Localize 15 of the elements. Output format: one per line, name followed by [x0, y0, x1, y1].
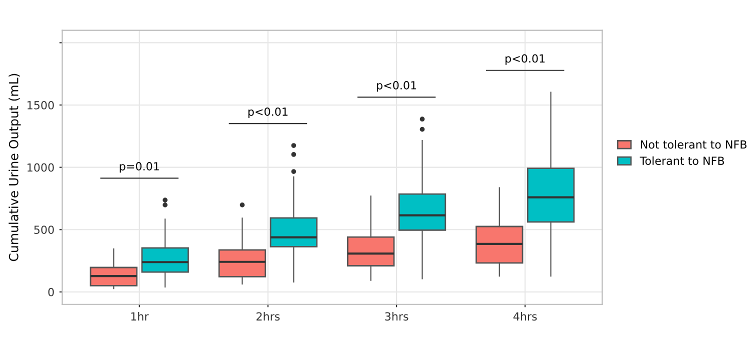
- legend-label: Tolerant to NFB: [640, 156, 724, 165]
- annotation: p<0.01: [248, 107, 288, 118]
- x-tick-label: 3hrs: [385, 312, 408, 321]
- annotation: p=0.01: [120, 162, 159, 173]
- legend-label: Not tolerant to NFB: [640, 140, 746, 149]
- annotation: p<0.01: [506, 54, 545, 65]
- y-tick-label: 500: [34, 226, 54, 234]
- y-axis-title: Cumulative Urine Output (mL): [8, 74, 21, 262]
- x-tick-label: 4hrs: [513, 312, 537, 321]
- y-tick-label: 0: [48, 288, 54, 296]
- x-tick-label: 2hrs: [256, 312, 280, 321]
- y-tick-label: 1500: [28, 100, 54, 110]
- y-tick-label: 1000: [28, 163, 54, 172]
- x-tick-label: 1hr: [131, 312, 149, 320]
- annotation: p<0.01: [376, 81, 416, 92]
